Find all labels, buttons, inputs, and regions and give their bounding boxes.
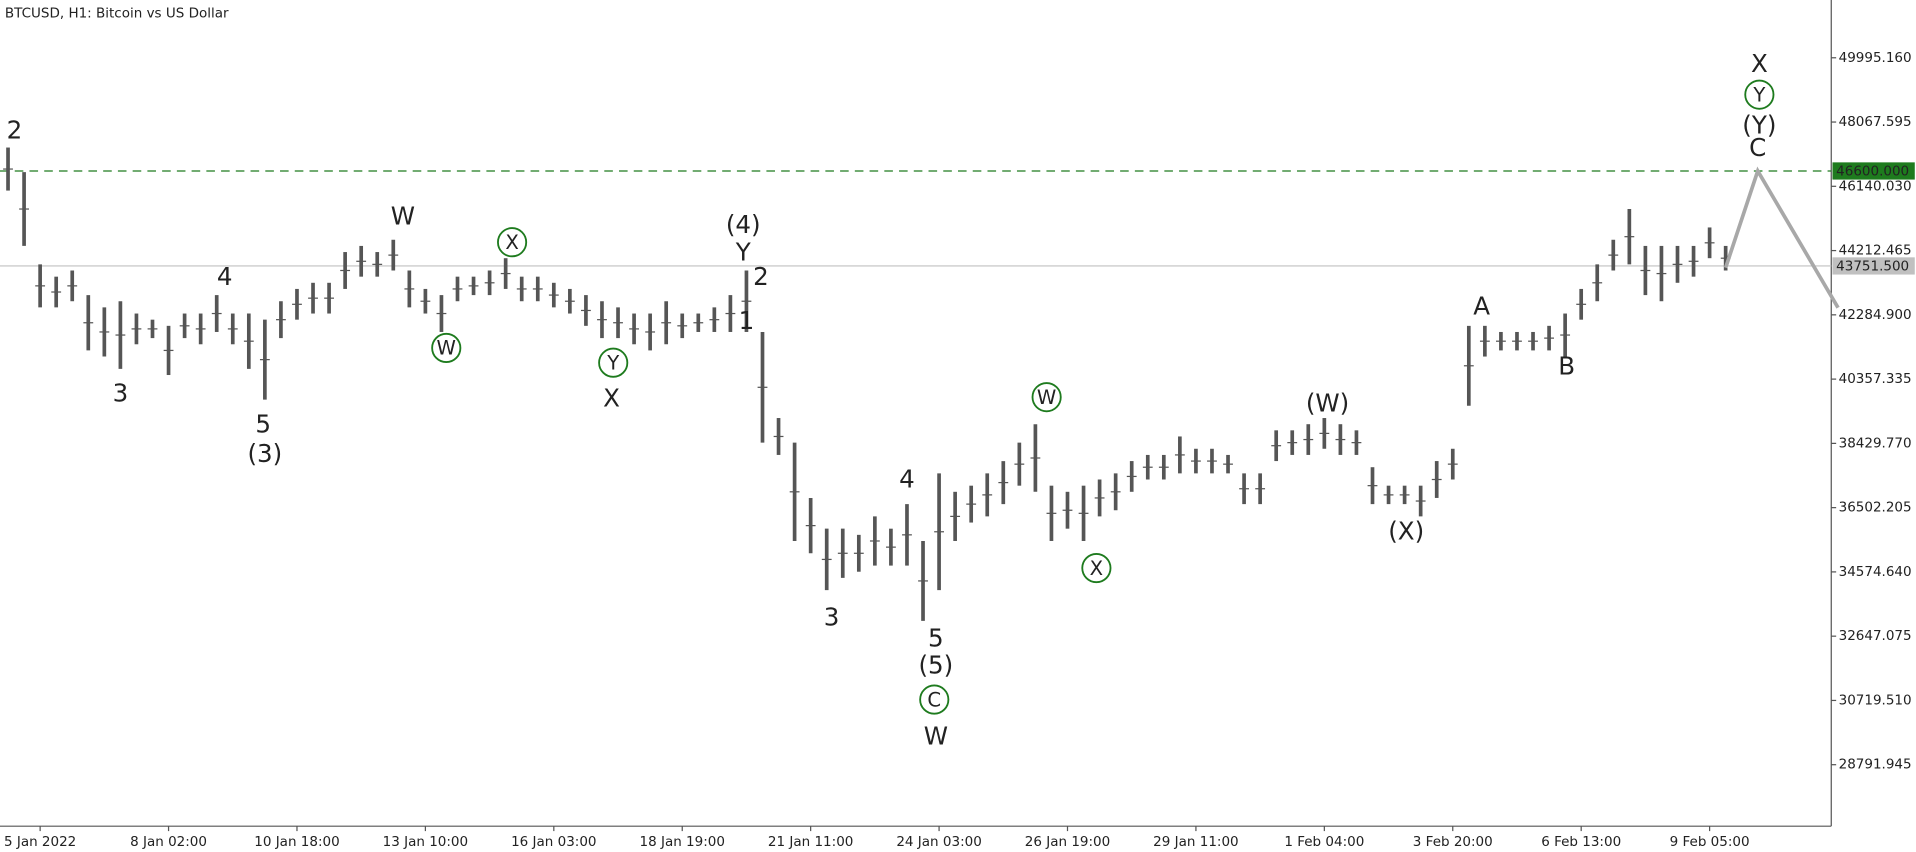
y-tick-label: 36502.205 (1839, 500, 1912, 516)
wave-label: W (924, 722, 948, 751)
wave-label: 4 (899, 465, 915, 494)
x-tick-label: 26 Jan 19:00 (1025, 834, 1110, 850)
y-tick-label: 38429.770 (1839, 435, 1912, 451)
wave-label: (3) (247, 439, 282, 468)
projection-line (1723, 166, 1840, 309)
wave-label: 4 (217, 262, 233, 291)
wave-label: W (1037, 386, 1056, 409)
wave-circle (919, 684, 950, 715)
wave-label: 5 (928, 623, 944, 652)
x-tick-label: 21 Jan 11:00 (768, 834, 853, 850)
y-tick-label: 34574.640 (1839, 564, 1912, 580)
wave-circle (1744, 79, 1775, 110)
price-level-tag (1832, 162, 1915, 180)
y-tick-label: 32647.075 (1839, 628, 1912, 644)
y-tick-label: 42284.900 (1839, 307, 1912, 323)
y-tick-label: 44212.465 (1839, 243, 1912, 259)
y-tick-label: 49995.160 (1839, 50, 1912, 66)
wave-label: (X) (1388, 516, 1424, 545)
wave-label: 1 (739, 306, 755, 335)
y-tick-label: 30719.510 (1839, 692, 1912, 708)
x-tick-label: 29 Jan 11:00 (1153, 834, 1238, 850)
wave-circle (431, 332, 462, 364)
wave-circle (497, 227, 528, 258)
wave-label: (4) (726, 210, 761, 239)
wave-label: C (1749, 133, 1766, 162)
y-tick-label: 46140.030 (1839, 178, 1912, 194)
x-tick-label: 1 Feb 04:00 (1284, 834, 1364, 850)
wave-label: W (391, 202, 415, 231)
x-tick-label: 10 Jan 18:00 (254, 834, 339, 850)
x-tick-label: 16 Jan 03:00 (511, 834, 596, 850)
x-tick-label: 18 Jan 19:00 (640, 834, 725, 850)
wave-label: C (927, 688, 941, 711)
y-tick-label: 28791.945 (1839, 757, 1912, 773)
wave-label: X (505, 231, 518, 254)
x-tick-label: 5 Jan 2022 (4, 834, 76, 850)
x-tick-label: 9 Feb 05:00 (1670, 834, 1750, 850)
wave-circle (598, 347, 629, 378)
wave-circle (1081, 552, 1112, 584)
wave-label: (W) (1306, 389, 1349, 418)
x-tick-label: 3 Feb 20:00 (1413, 834, 1493, 850)
x-tick-label: 24 Jan 03:00 (896, 834, 981, 850)
x-tick-label: 8 Jan 02:00 (130, 834, 207, 850)
wave-label: (5) (918, 650, 953, 679)
x-tick-label: 6 Feb 13:00 (1541, 834, 1621, 850)
price-level-label: 46600.000 (1836, 164, 1909, 180)
y-tick-label: 48067.595 (1839, 114, 1912, 130)
wave-label: (Y) (1742, 111, 1776, 140)
price-level-tag (1832, 257, 1915, 275)
wave-circle (1031, 382, 1062, 413)
wave-label: A (1473, 291, 1490, 320)
chart-title: BTCUSD, H1: Bitcoin vs US Dollar (5, 6, 229, 22)
wave-label: X (603, 384, 620, 413)
wave-label: X (1090, 557, 1103, 580)
wave-label: 5 (255, 409, 271, 438)
y-tick-label: 40357.335 (1839, 371, 1912, 387)
wave-label: 3 (113, 379, 129, 408)
x-tick-label: 13 Jan 10:00 (383, 834, 468, 850)
wave-label: Y (606, 351, 620, 374)
wave-label: 2 (7, 116, 23, 145)
wave-label: 2 (753, 262, 769, 291)
wave-label: B (1558, 352, 1575, 381)
wave-label: W (437, 337, 456, 360)
price-level-label: 43751.500 (1836, 259, 1909, 275)
wave-label: Y (735, 237, 752, 266)
wave-label: 3 (824, 602, 840, 631)
wave-label: X (1751, 49, 1768, 78)
wave-label: Y (1752, 83, 1766, 106)
